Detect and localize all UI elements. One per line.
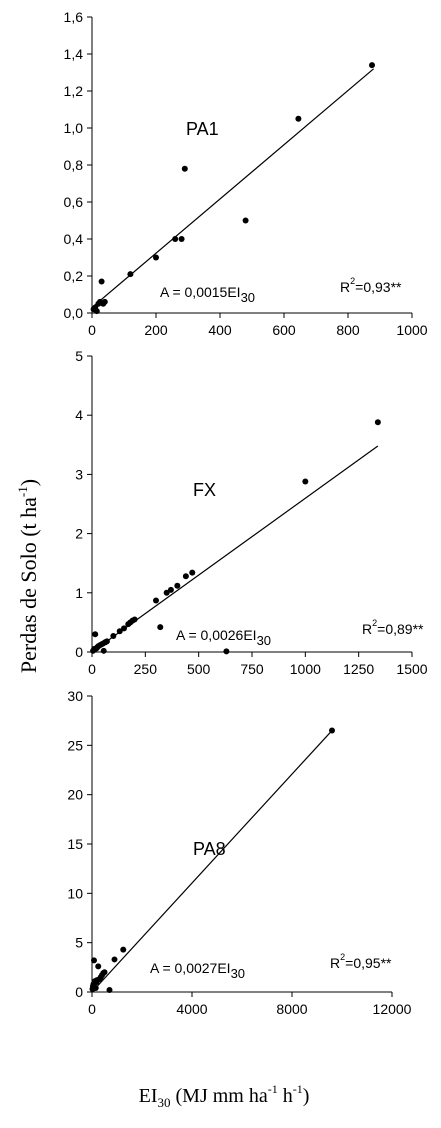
data-point xyxy=(103,638,110,645)
data-point xyxy=(116,628,123,635)
x-axis-label: EI30 (MJ mm ha-1 h-1) xyxy=(139,1082,310,1110)
y-tick-label: 0,8 xyxy=(64,157,84,173)
data-point xyxy=(95,963,102,970)
data-point xyxy=(98,278,105,285)
regression-line xyxy=(91,730,333,993)
y-tick-label: 3 xyxy=(75,466,83,482)
x-tick-label: 0 xyxy=(88,661,96,677)
regression-equation: A = 0,0026EI30 xyxy=(176,627,271,648)
x-tick-label: 500 xyxy=(187,661,211,677)
data-point xyxy=(157,624,164,631)
x-tick-label: 1000 xyxy=(396,322,427,338)
data-point xyxy=(91,957,97,964)
y-tick-label: 5 xyxy=(75,348,83,364)
data-point xyxy=(369,62,375,69)
x-tick-label: 12000 xyxy=(373,1001,412,1017)
panel-title: PA1 xyxy=(186,119,219,139)
x-tick-label: 750 xyxy=(240,661,264,677)
x-tick-label: 1250 xyxy=(343,661,374,677)
data-point xyxy=(329,727,335,734)
x-tick-label: 600 xyxy=(272,322,296,338)
y-tick-label: 0,6 xyxy=(64,194,84,210)
r-squared-label: R2=0,89** xyxy=(362,618,424,637)
y-tick-label: 2 xyxy=(75,526,83,542)
data-point xyxy=(302,478,309,485)
y-tick-label: 1 xyxy=(75,585,83,601)
data-point xyxy=(223,648,230,655)
data-point xyxy=(120,946,127,953)
y-tick-label: 1,6 xyxy=(64,9,84,25)
data-point xyxy=(153,597,159,604)
r-squared-label: R2=0,95** xyxy=(330,952,392,971)
y-tick-label: 0 xyxy=(75,984,83,1000)
y-tick-label: 0 xyxy=(75,644,83,660)
x-tick-label: 1000 xyxy=(290,661,321,677)
y-tick-label: 15 xyxy=(67,836,83,852)
x-tick-label: 200 xyxy=(144,322,168,338)
regression-equation: A = 0,0027EI30 xyxy=(150,960,245,981)
data-point xyxy=(110,633,117,640)
r-squared-label: R2=0,93** xyxy=(340,276,402,295)
data-point xyxy=(121,625,127,632)
y-tick-label: 5 xyxy=(75,935,83,951)
y-axis-label: Perdas de Solo (t ha-1) xyxy=(15,479,41,673)
y-tick-label: 0,4 xyxy=(64,231,84,247)
data-point xyxy=(242,217,249,224)
data-point xyxy=(295,115,302,122)
y-tick-label: 1,2 xyxy=(64,83,84,99)
y-tick-label: 0,2 xyxy=(64,268,84,284)
data-point xyxy=(127,271,134,278)
x-tick-label: 1500 xyxy=(396,661,427,677)
x-tick-label: 8000 xyxy=(276,1001,307,1017)
data-point xyxy=(174,582,181,589)
data-point xyxy=(93,308,100,315)
y-tick-label: 0,0 xyxy=(64,305,84,321)
data-point xyxy=(100,647,107,654)
y-tick-label: 4 xyxy=(75,407,83,423)
data-point xyxy=(167,586,174,593)
data-point xyxy=(131,616,138,623)
x-tick-label: 0 xyxy=(88,322,96,338)
data-point xyxy=(92,631,99,638)
data-point xyxy=(101,969,108,976)
x-tick-label: 400 xyxy=(208,322,232,338)
regression-line xyxy=(91,445,379,653)
data-point xyxy=(374,419,381,426)
y-tick-label: 1,4 xyxy=(64,46,84,62)
panel-title: PA8 xyxy=(193,839,226,859)
y-tick-label: 20 xyxy=(67,787,83,803)
x-tick-label: 800 xyxy=(336,322,360,338)
data-point xyxy=(189,569,196,576)
data-point xyxy=(111,956,118,963)
y-tick-label: 25 xyxy=(67,737,83,753)
regression-line xyxy=(91,68,374,308)
data-point xyxy=(163,589,170,596)
data-point xyxy=(178,236,185,242)
data-point xyxy=(92,985,99,992)
y-tick-label: 10 xyxy=(67,885,83,901)
x-tick-label: 250 xyxy=(134,661,158,677)
data-point xyxy=(172,236,179,242)
y-tick-label: 1,0 xyxy=(64,120,84,136)
x-tick-label: 4000 xyxy=(176,1001,207,1017)
data-point xyxy=(153,254,159,261)
data-point xyxy=(181,165,188,172)
data-point xyxy=(101,298,108,305)
panel-title: FX xyxy=(193,480,216,500)
regression-equation: A = 0,0015EI30 xyxy=(160,284,255,305)
data-point xyxy=(182,573,189,580)
data-point xyxy=(106,987,113,994)
y-tick-label: 30 xyxy=(67,688,83,704)
x-tick-label: 0 xyxy=(88,1001,96,1017)
